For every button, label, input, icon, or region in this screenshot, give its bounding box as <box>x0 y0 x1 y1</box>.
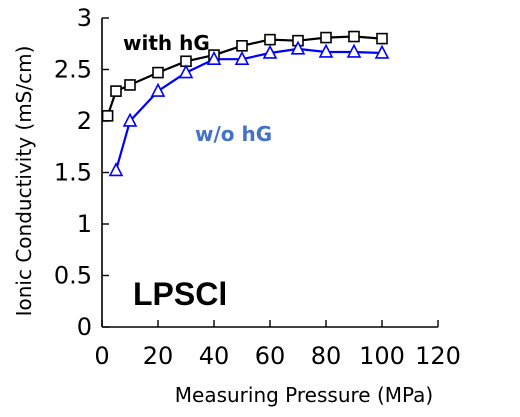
y-tick-label: 2.5 <box>54 56 92 84</box>
data-point-triangle <box>262 44 278 59</box>
data-point-triangle <box>206 50 222 65</box>
y-tick-label: 1.5 <box>54 159 92 187</box>
x-tick-label: 60 <box>255 342 286 370</box>
data-point-triangle <box>346 43 362 58</box>
markers <box>101 30 390 177</box>
data-point-triangle <box>150 82 166 97</box>
data-point-triangle <box>318 43 334 58</box>
x-axis-title: Measuring Pressure (MPa) <box>175 383 433 407</box>
data-point-square <box>236 40 248 52</box>
y-tick-label: 0.5 <box>54 262 92 290</box>
data-point-square <box>376 32 388 45</box>
y-tick-label: 3 <box>77 4 92 32</box>
series-label-without-hg: w/o hG <box>195 122 272 146</box>
y-tick-label: 0 <box>77 313 92 341</box>
x-tick-label: 40 <box>199 342 230 370</box>
data-point-square <box>264 33 276 46</box>
x-tick-label: 80 <box>311 342 342 370</box>
data-point-triangle <box>234 50 250 65</box>
data-point-square <box>101 110 114 122</box>
x-tick-label: 120 <box>415 342 461 370</box>
data-point-triangle <box>290 40 306 55</box>
y-tick-label: 2 <box>77 107 92 135</box>
y-tick-label: 1 <box>77 210 92 238</box>
data-point-triangle <box>122 112 138 127</box>
x-tick-label: 100 <box>359 342 405 370</box>
x-tick-label: 20 <box>143 342 174 370</box>
data-point-triangle <box>108 162 124 177</box>
data-point-square <box>110 85 122 97</box>
series-label-with-hg: with hG <box>123 31 210 55</box>
y-axis-title: Ionic Conductivity (mS/cm) <box>12 46 36 317</box>
sample-label-lpscl: LPSCl <box>133 276 227 312</box>
data-point-square <box>152 66 164 79</box>
x-tick-label: 0 <box>94 342 109 370</box>
data-point-triangle <box>178 64 194 79</box>
data-point-square <box>348 30 360 43</box>
data-point-square <box>320 31 332 44</box>
data-point-square <box>124 79 136 91</box>
ticks: 0 20 40 60 80 100 120 0 0.5 1 1.5 2 2.5 3 <box>54 4 461 370</box>
data-point-triangle <box>374 44 390 59</box>
